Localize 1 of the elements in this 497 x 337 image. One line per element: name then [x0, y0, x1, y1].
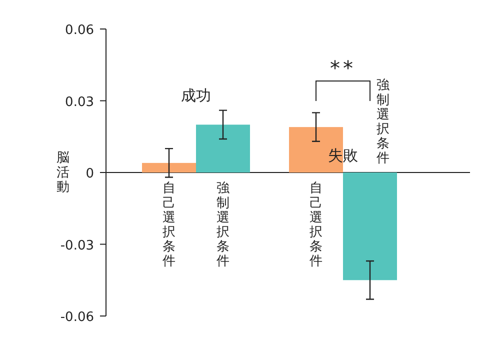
ylabel: 脳活動 [56, 150, 70, 195]
